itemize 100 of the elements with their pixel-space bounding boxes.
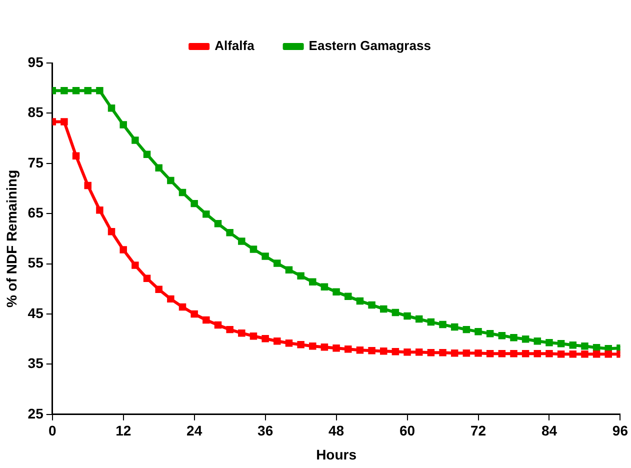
point [60, 118, 68, 126]
point [214, 220, 222, 228]
point [202, 316, 210, 324]
point [226, 326, 234, 334]
point [190, 200, 198, 208]
y-tick-label: 35 [28, 355, 44, 372]
point [392, 308, 400, 316]
point [262, 334, 269, 342]
point [439, 349, 446, 356]
point [96, 206, 104, 214]
x-tick-label: 96 [612, 422, 628, 439]
point [60, 86, 68, 94]
y-tick-label: 25 [28, 405, 44, 422]
point [262, 252, 269, 260]
point [404, 348, 411, 356]
point [534, 350, 542, 358]
x-tick-label: 0 [48, 422, 56, 439]
point [392, 348, 400, 356]
point [120, 246, 127, 254]
point [344, 346, 352, 353]
point [320, 344, 328, 351]
legend-label: Alfalfa [214, 38, 256, 54]
point [522, 350, 530, 358]
legend-label: Eastern Gamagrass [308, 38, 431, 54]
point [592, 350, 600, 358]
y-tick-label: 75 [28, 154, 44, 170]
point [285, 266, 293, 274]
point [238, 329, 246, 337]
point [202, 210, 210, 218]
y-tick-label: 55 [28, 254, 44, 271]
point [427, 349, 435, 356]
point [581, 342, 588, 350]
point [250, 246, 258, 253]
x-tick-label: 24 [186, 422, 202, 439]
point [143, 274, 151, 282]
point [120, 121, 127, 128]
point [297, 272, 304, 280]
point [569, 342, 577, 349]
point [274, 337, 281, 345]
point [320, 283, 328, 291]
point [569, 350, 577, 358]
point [450, 350, 458, 357]
point [380, 348, 388, 355]
point [250, 332, 258, 340]
point [309, 342, 316, 350]
point [427, 318, 435, 326]
point [274, 260, 281, 267]
x-tick-label: 12 [116, 422, 132, 439]
point [108, 104, 116, 112]
point [143, 150, 151, 158]
point [96, 86, 104, 94]
point [462, 350, 470, 357]
point [510, 350, 518, 358]
point [132, 136, 139, 144]
point [498, 350, 506, 358]
point [72, 152, 80, 160]
point [486, 350, 494, 358]
point [557, 350, 565, 358]
point [72, 86, 80, 94]
point [474, 350, 482, 357]
point [178, 188, 186, 196]
point [84, 86, 92, 94]
point [368, 301, 376, 309]
x-tick-label: 72 [470, 422, 486, 439]
point [178, 303, 186, 311]
point [356, 297, 364, 305]
y-tick-label: 45 [28, 304, 44, 321]
point [462, 326, 470, 334]
point [439, 320, 446, 328]
point [498, 332, 506, 340]
point [534, 337, 542, 345]
point [309, 278, 316, 286]
point [84, 182, 92, 190]
point [604, 350, 612, 358]
point [356, 346, 364, 354]
point [155, 286, 162, 294]
y-axis-title: % of NDF Remaining [3, 170, 20, 308]
point [546, 338, 553, 346]
point [546, 350, 553, 358]
x-tick-label: 48 [328, 422, 344, 439]
point [297, 341, 304, 348]
point [190, 310, 198, 318]
point [510, 334, 518, 342]
point [592, 344, 600, 352]
point [155, 164, 162, 172]
point [368, 347, 376, 354]
point [557, 340, 565, 348]
point [450, 323, 458, 331]
x-tick-label: 60 [399, 422, 416, 439]
point [486, 330, 494, 338]
x-tick-label: 36 [258, 422, 274, 439]
point [167, 295, 174, 303]
y-tick-label: 65 [28, 204, 44, 220]
point [380, 305, 388, 313]
point [415, 315, 423, 323]
point [332, 288, 340, 296]
point [404, 312, 411, 320]
y-tick-label: 85 [28, 104, 44, 120]
point [226, 229, 234, 236]
point [415, 348, 423, 356]
